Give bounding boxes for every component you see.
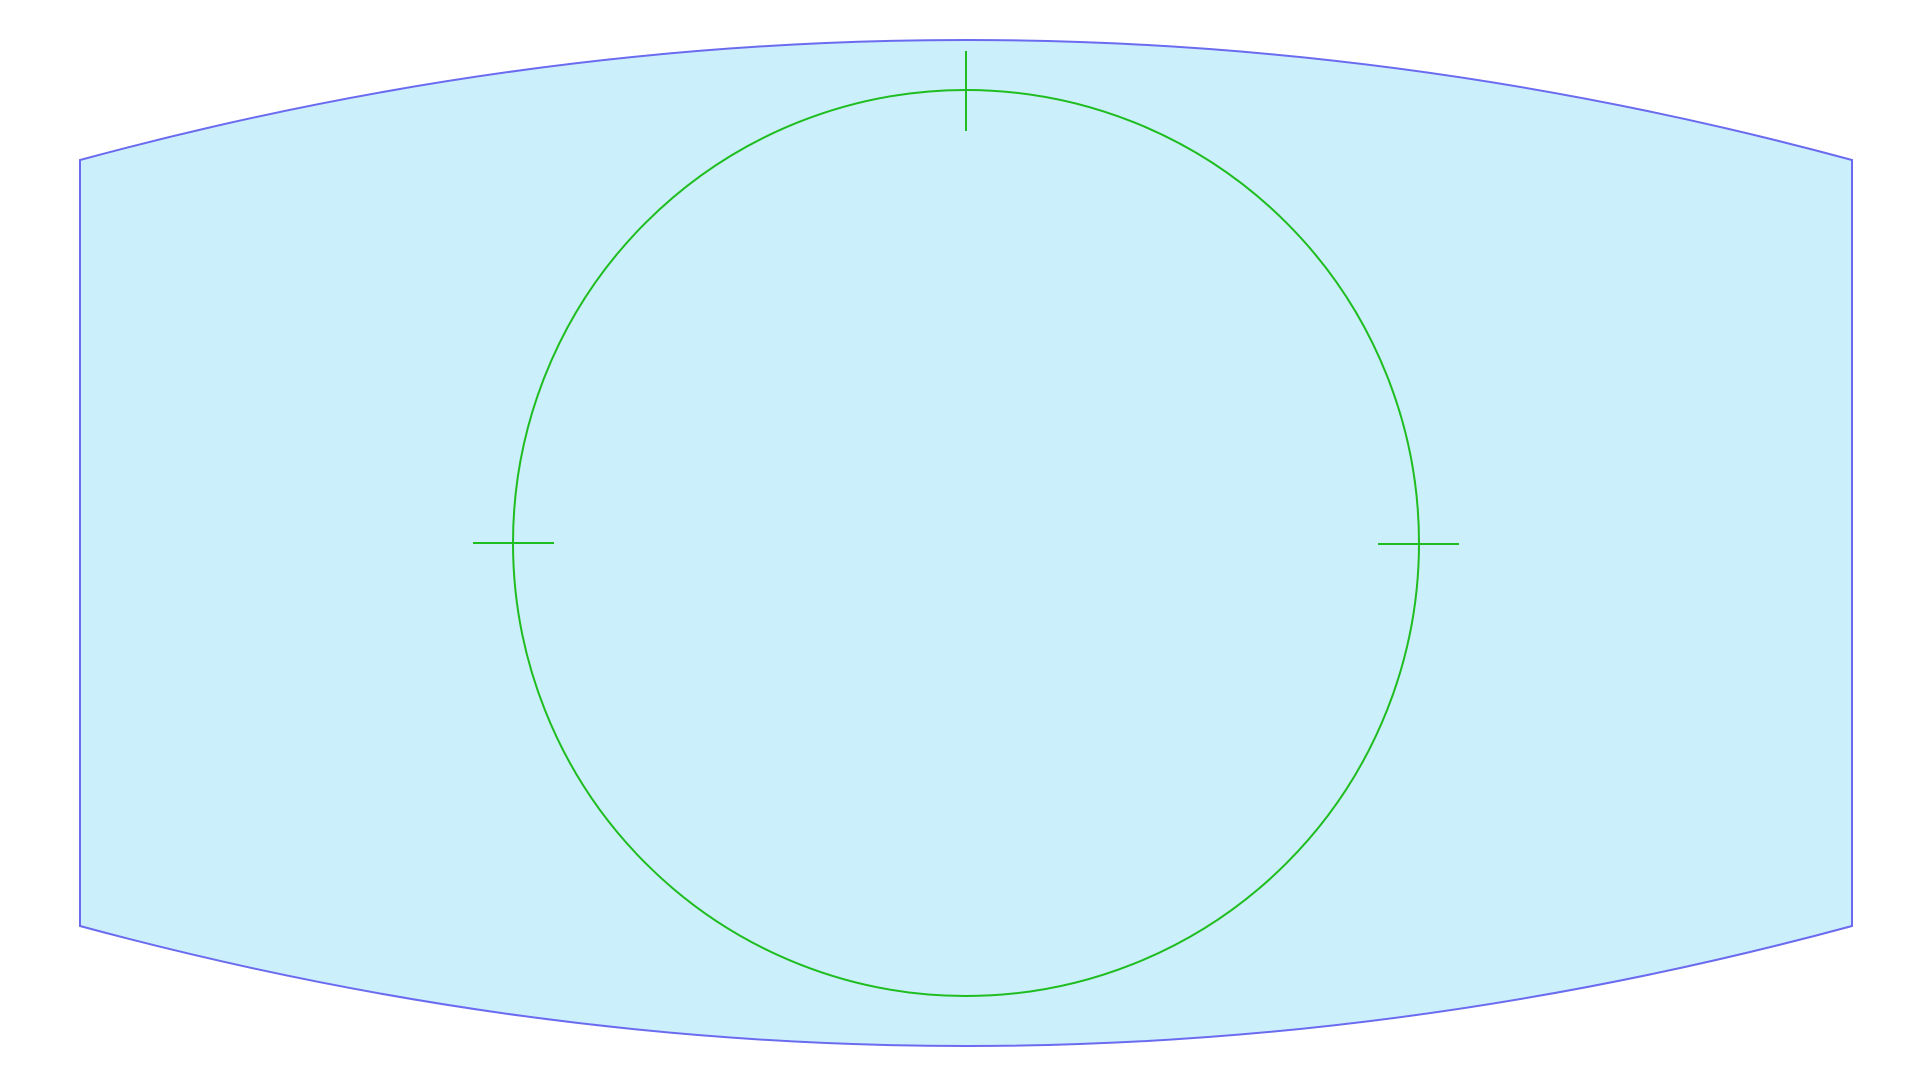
outer-barrel-region	[79, 39, 1853, 1047]
